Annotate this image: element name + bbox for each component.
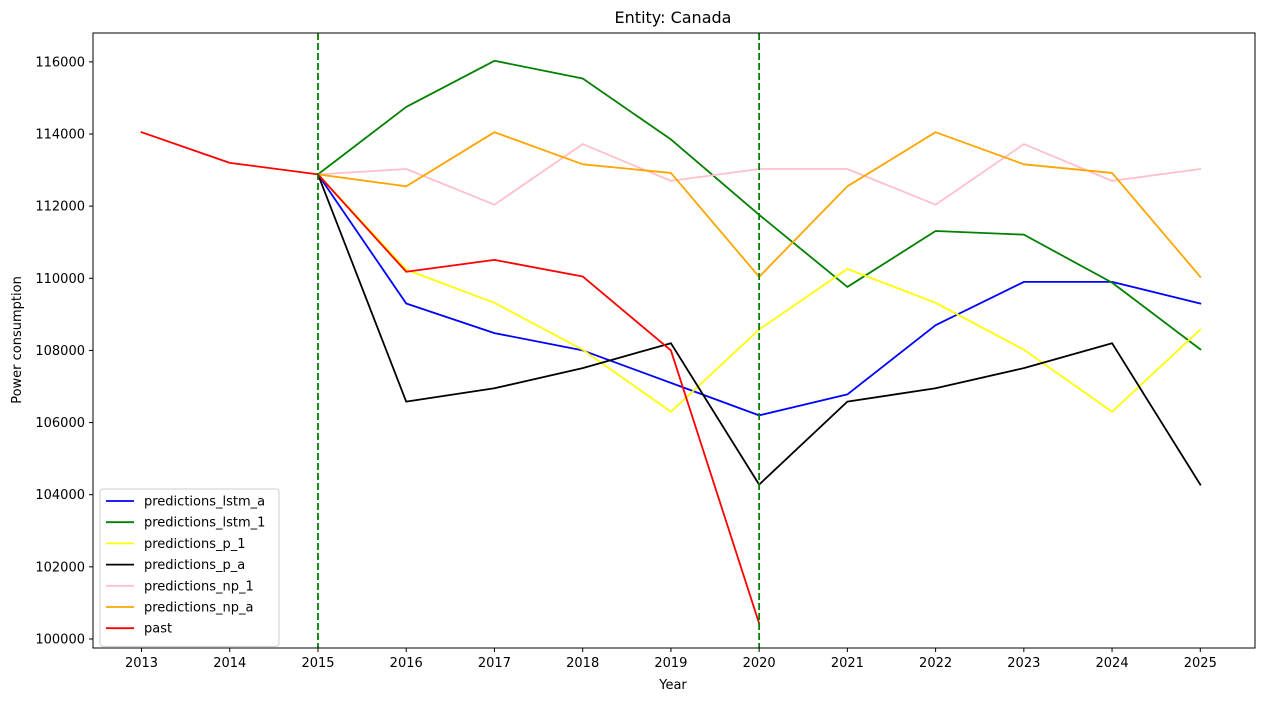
series-line-past bbox=[140, 131, 761, 625]
y-tick-label-116000: 116000 bbox=[35, 55, 85, 70]
y-tick-label-102000: 102000 bbox=[35, 560, 85, 575]
x-tick-label-2022: 2022 bbox=[919, 656, 952, 671]
x-tick-label-2021: 2021 bbox=[831, 656, 864, 671]
y-axis-title: Power consumption bbox=[10, 276, 25, 404]
x-tick-label-2015: 2015 bbox=[301, 656, 334, 671]
legend-label-predictions_lstm_a: predictions_lstm_a bbox=[144, 495, 265, 510]
chart-title: Entity: Canada bbox=[615, 8, 732, 27]
x-tick-label-2019: 2019 bbox=[654, 656, 687, 671]
x-tick-label-2013: 2013 bbox=[125, 656, 158, 671]
y-tick-label-104000: 104000 bbox=[35, 488, 85, 503]
plot-frame bbox=[92, 32, 1256, 649]
legend-box bbox=[99, 488, 280, 647]
legend-label-past: past bbox=[144, 622, 172, 637]
x-axis-title: Year bbox=[658, 678, 687, 693]
legend-label-predictions_np_a: predictions_np_a bbox=[144, 601, 253, 616]
x-tick-label-2020: 2020 bbox=[743, 656, 776, 671]
y-tick-label-114000: 114000 bbox=[35, 127, 85, 142]
x-tick-label-2014: 2014 bbox=[213, 656, 246, 671]
y-tick-label-108000: 108000 bbox=[35, 344, 85, 359]
axes-layer: 2013 2014 2015 2016 2017 2018 2019 2020 2021 2022… bbox=[35, 32, 1256, 671]
legend-label-predictions_lstm_1: predictions_lstm_1 bbox=[144, 516, 265, 531]
x-tick-label-2016: 2016 bbox=[390, 656, 423, 671]
legend-label-predictions_np_1: predictions_np_1 bbox=[144, 579, 254, 594]
y-tick-label-110000: 110000 bbox=[35, 272, 85, 287]
x-tick-label-2024: 2024 bbox=[1096, 656, 1129, 671]
x-tick-label-2018: 2018 bbox=[566, 656, 599, 671]
y-tick-label-106000: 106000 bbox=[35, 416, 85, 431]
legend-label-predictions_p_a: predictions_p_a bbox=[144, 558, 245, 573]
y-tick-label-112000: 112000 bbox=[35, 200, 85, 215]
series-layer bbox=[140, 59, 1202, 625]
legend: predictions_lstm_a predictions_lstm_1pred… bbox=[99, 488, 280, 647]
y-tick-label-100000: 100000 bbox=[35, 632, 85, 647]
x-tick-label-2025: 2025 bbox=[1184, 656, 1217, 671]
x-tick-label-2017: 2017 bbox=[478, 656, 511, 671]
legend-label-predictions_p_1: predictions_p_1 bbox=[144, 537, 246, 552]
vline-layer bbox=[317, 33, 761, 648]
x-tick-label-2023: 2023 bbox=[1007, 656, 1040, 671]
